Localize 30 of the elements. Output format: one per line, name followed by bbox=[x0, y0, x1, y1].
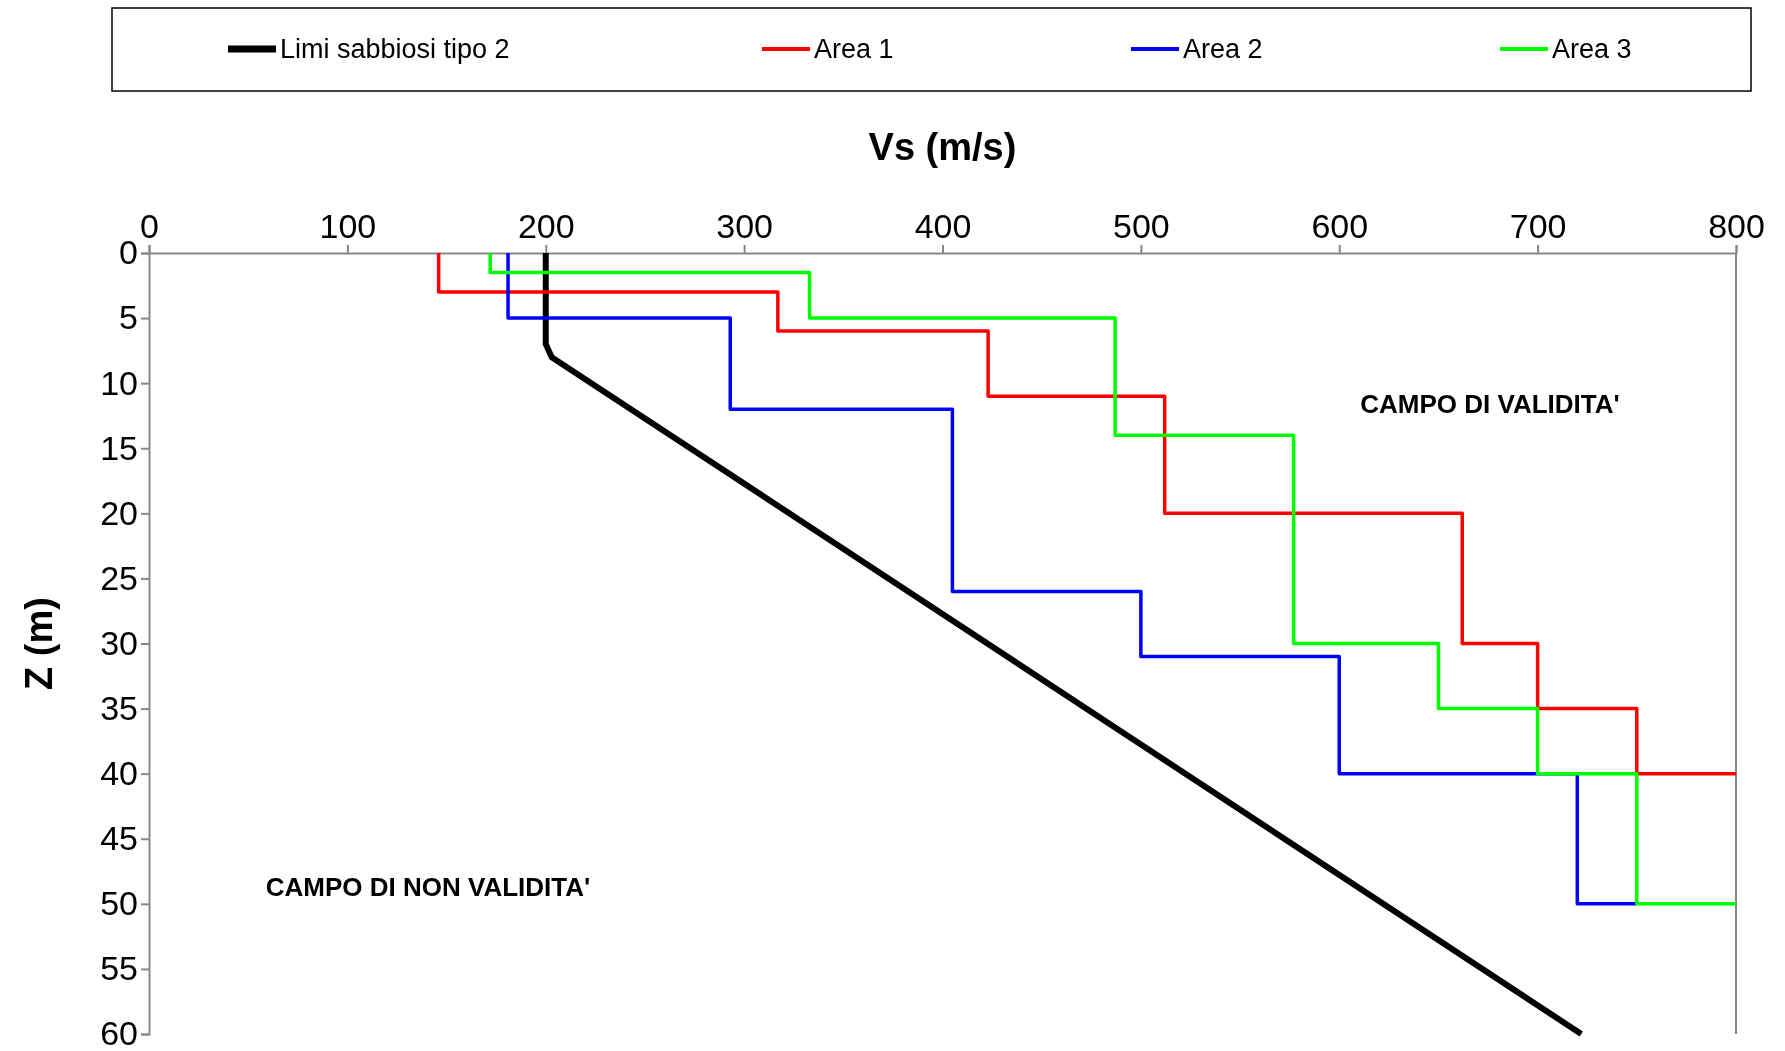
x-tick-label: 400 bbox=[914, 207, 972, 245]
legend-label: Limi sabbiosi tipo 2 bbox=[280, 34, 510, 64]
line-series bbox=[436, 251, 1738, 776]
y-tick-label: 45 bbox=[100, 819, 138, 858]
y-tick-label: 55 bbox=[100, 949, 138, 988]
y-tick-label: 20 bbox=[100, 493, 138, 532]
y-tick-label: 35 bbox=[100, 688, 138, 727]
y-tick-label: 15 bbox=[100, 428, 138, 467]
x-tick-label: 600 bbox=[1311, 207, 1369, 245]
y-axis-title: Z (m) bbox=[18, 597, 60, 690]
x-tick-label: 800 bbox=[1708, 207, 1765, 245]
legend-label: Area 2 bbox=[1183, 34, 1263, 64]
annotation: CAMPO DI NON VALIDITA' bbox=[265, 872, 591, 902]
x-tick-label: 700 bbox=[1509, 207, 1567, 245]
x-tick-label: 100 bbox=[319, 207, 377, 245]
y-tick-label: 40 bbox=[100, 754, 138, 793]
y-tick-label: 0 bbox=[119, 233, 138, 272]
x-axis-title: Vs (m/s) bbox=[868, 126, 1017, 168]
legend-label: Area 1 bbox=[814, 34, 894, 64]
y-tick-label: 60 bbox=[100, 1014, 138, 1051]
x-tick-label: 500 bbox=[1113, 207, 1170, 245]
y-tick-label: 5 bbox=[119, 298, 138, 337]
y-tick-label: 30 bbox=[100, 623, 138, 662]
x-tick-label: 200 bbox=[517, 207, 575, 245]
y-tick-label: 25 bbox=[100, 558, 138, 597]
x-tick-label: 300 bbox=[716, 207, 773, 245]
annotation: CAMPO DI VALIDITA' bbox=[1360, 389, 1620, 419]
y-tick-label: 50 bbox=[100, 884, 138, 923]
legend-label: Area 3 bbox=[1552, 34, 1632, 64]
y-tick-label: 10 bbox=[100, 363, 138, 402]
